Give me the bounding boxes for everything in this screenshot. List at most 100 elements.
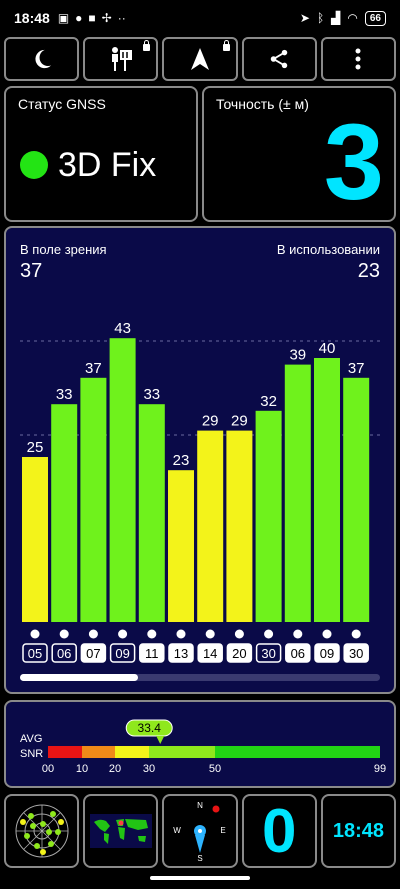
bottom-tiles: N W E S 0 18:48 [4, 794, 397, 868]
satellite-dot [264, 629, 274, 639]
gnss-status-panel: Статус GNSS 3D Fix [4, 86, 198, 222]
snr-bar-value: 29 [202, 413, 219, 430]
satellite-dot [322, 629, 332, 639]
avg-snr-label: AVG SNR [20, 733, 44, 760]
prn-badge [80, 643, 107, 663]
snr-bar [80, 377, 107, 622]
fix-indicator-dot [20, 151, 48, 179]
accuracy-value: 3 [323, 101, 384, 222]
sky-view-button[interactable] [4, 794, 80, 868]
snr-scale-label: 20 [109, 763, 121, 775]
avg-snr-value: 33.4 [138, 721, 162, 735]
satellite-dot [147, 629, 157, 639]
in-use-count: 23 [357, 260, 380, 282]
prn-label: 06 [57, 646, 71, 661]
location-icon: ➤ [299, 11, 310, 25]
snr-scale-segment [149, 746, 215, 758]
snr-bar [168, 470, 194, 622]
in-view-count: 37 [20, 260, 43, 282]
snr-bar-value: 33 [143, 386, 160, 403]
world-map-button[interactable] [83, 794, 159, 868]
snr-bar-value: 33 [56, 386, 73, 403]
snr-scale-segment [48, 746, 82, 758]
menu-button[interactable] [320, 37, 397, 81]
snr-scale-segment [115, 746, 149, 758]
prn-badge [314, 643, 340, 663]
snr-bar [343, 377, 370, 622]
in-view-label: В поле зрения [20, 242, 107, 257]
snr-bar-value: 40 [319, 340, 336, 357]
more-dots-icon: ·· [117, 11, 126, 25]
gesture-nav-bar[interactable] [150, 876, 250, 880]
snr-bar [255, 410, 282, 622]
battery-indicator: 66 [364, 10, 386, 26]
gnss-status-label: Статус GNSS [18, 96, 106, 112]
prn-label: 30 [261, 646, 275, 661]
prn-badge [255, 643, 282, 663]
snr-scale-label: 50 [209, 763, 221, 775]
snr-bar [22, 457, 48, 622]
snr-scale-label: 10 [76, 763, 88, 775]
zero-tile[interactable]: 0 [241, 794, 317, 868]
snr-bar [284, 364, 311, 622]
satellite-dot [351, 629, 361, 639]
satellite-dot [234, 629, 244, 639]
lock-icon [222, 40, 230, 51]
satellite-bar-chart: 25 05 33 06 37 07 43 09 33 11 23 13 29 14 29 20 32 30 39 06… [20, 320, 380, 681]
navigation-arrow-icon [191, 48, 209, 70]
satellite-dot [176, 629, 186, 639]
compass-south-label: S [197, 854, 202, 863]
prn-label: 09 [115, 646, 129, 661]
snr-bar-value: 25 [27, 439, 44, 456]
radar-icon [15, 804, 69, 858]
snr-scale-label: 99 [374, 763, 386, 775]
fan-icon: ✢ [101, 11, 112, 25]
night-mode-button[interactable] [4, 37, 80, 81]
accuracy-label: Точность (± м) [216, 96, 309, 112]
accuracy-panel: Точность (± м) 3 [202, 86, 396, 222]
snr-bar-value: 37 [348, 360, 365, 377]
share-button[interactable] [241, 37, 317, 81]
prn-badge [22, 643, 48, 663]
status-left-icons: ▣ ● ■ ✢ ·· [58, 11, 126, 25]
status-right-icons: ➤ ᛒ ▟ ◠ 66 [299, 10, 386, 26]
compass-north-label: N [197, 801, 203, 810]
navigate-button[interactable] [162, 37, 238, 81]
satellite-dot [205, 629, 215, 639]
prn-label: 05 [28, 646, 42, 661]
avg-snr-badge [125, 719, 173, 737]
scroll-thumb[interactable] [20, 674, 138, 681]
clock-tile[interactable]: 18:48 [320, 794, 397, 868]
status-time: 18:48 [14, 10, 50, 26]
snr-bar [197, 430, 224, 622]
snr-bar-value: 23 [173, 452, 190, 469]
lock-icon [143, 40, 151, 51]
share-icon [270, 49, 288, 69]
satellite-dot [293, 629, 303, 639]
snr-bar [109, 338, 136, 622]
prn-badge [343, 643, 369, 663]
prn-badge [168, 643, 194, 663]
compass-east-label: E [220, 826, 225, 835]
snr-bar-value: 29 [231, 413, 248, 430]
satellite-dot [88, 629, 98, 639]
prn-label: 20 [232, 646, 246, 661]
snr-bar-value: 32 [260, 393, 277, 410]
prn-label: 13 [174, 646, 188, 661]
avg-snr-pointer [156, 736, 165, 744]
snr-scale: 00 10 20 30 50 99 33.4 [42, 719, 386, 775]
satellite-dot [30, 629, 40, 639]
status-bar: 18:48 ▣ ● ■ ✢ ·· ➤ ᛒ ▟ ◠ 66 [0, 0, 400, 36]
snr-bar-value: 43 [114, 320, 131, 337]
prn-label: 30 [349, 646, 363, 661]
zero-value: 0 [261, 796, 297, 866]
prn-badge [285, 643, 311, 663]
satellite-dot [118, 629, 128, 639]
map-person-button[interactable] [83, 37, 159, 81]
compass-button[interactable]: N W E S [162, 794, 238, 868]
snr-scale-segment [82, 746, 115, 758]
snr-bar-value: 37 [85, 360, 102, 377]
prn-label: 06 [291, 646, 305, 661]
person-map-icon [111, 47, 132, 71]
snr-bar [314, 358, 340, 622]
